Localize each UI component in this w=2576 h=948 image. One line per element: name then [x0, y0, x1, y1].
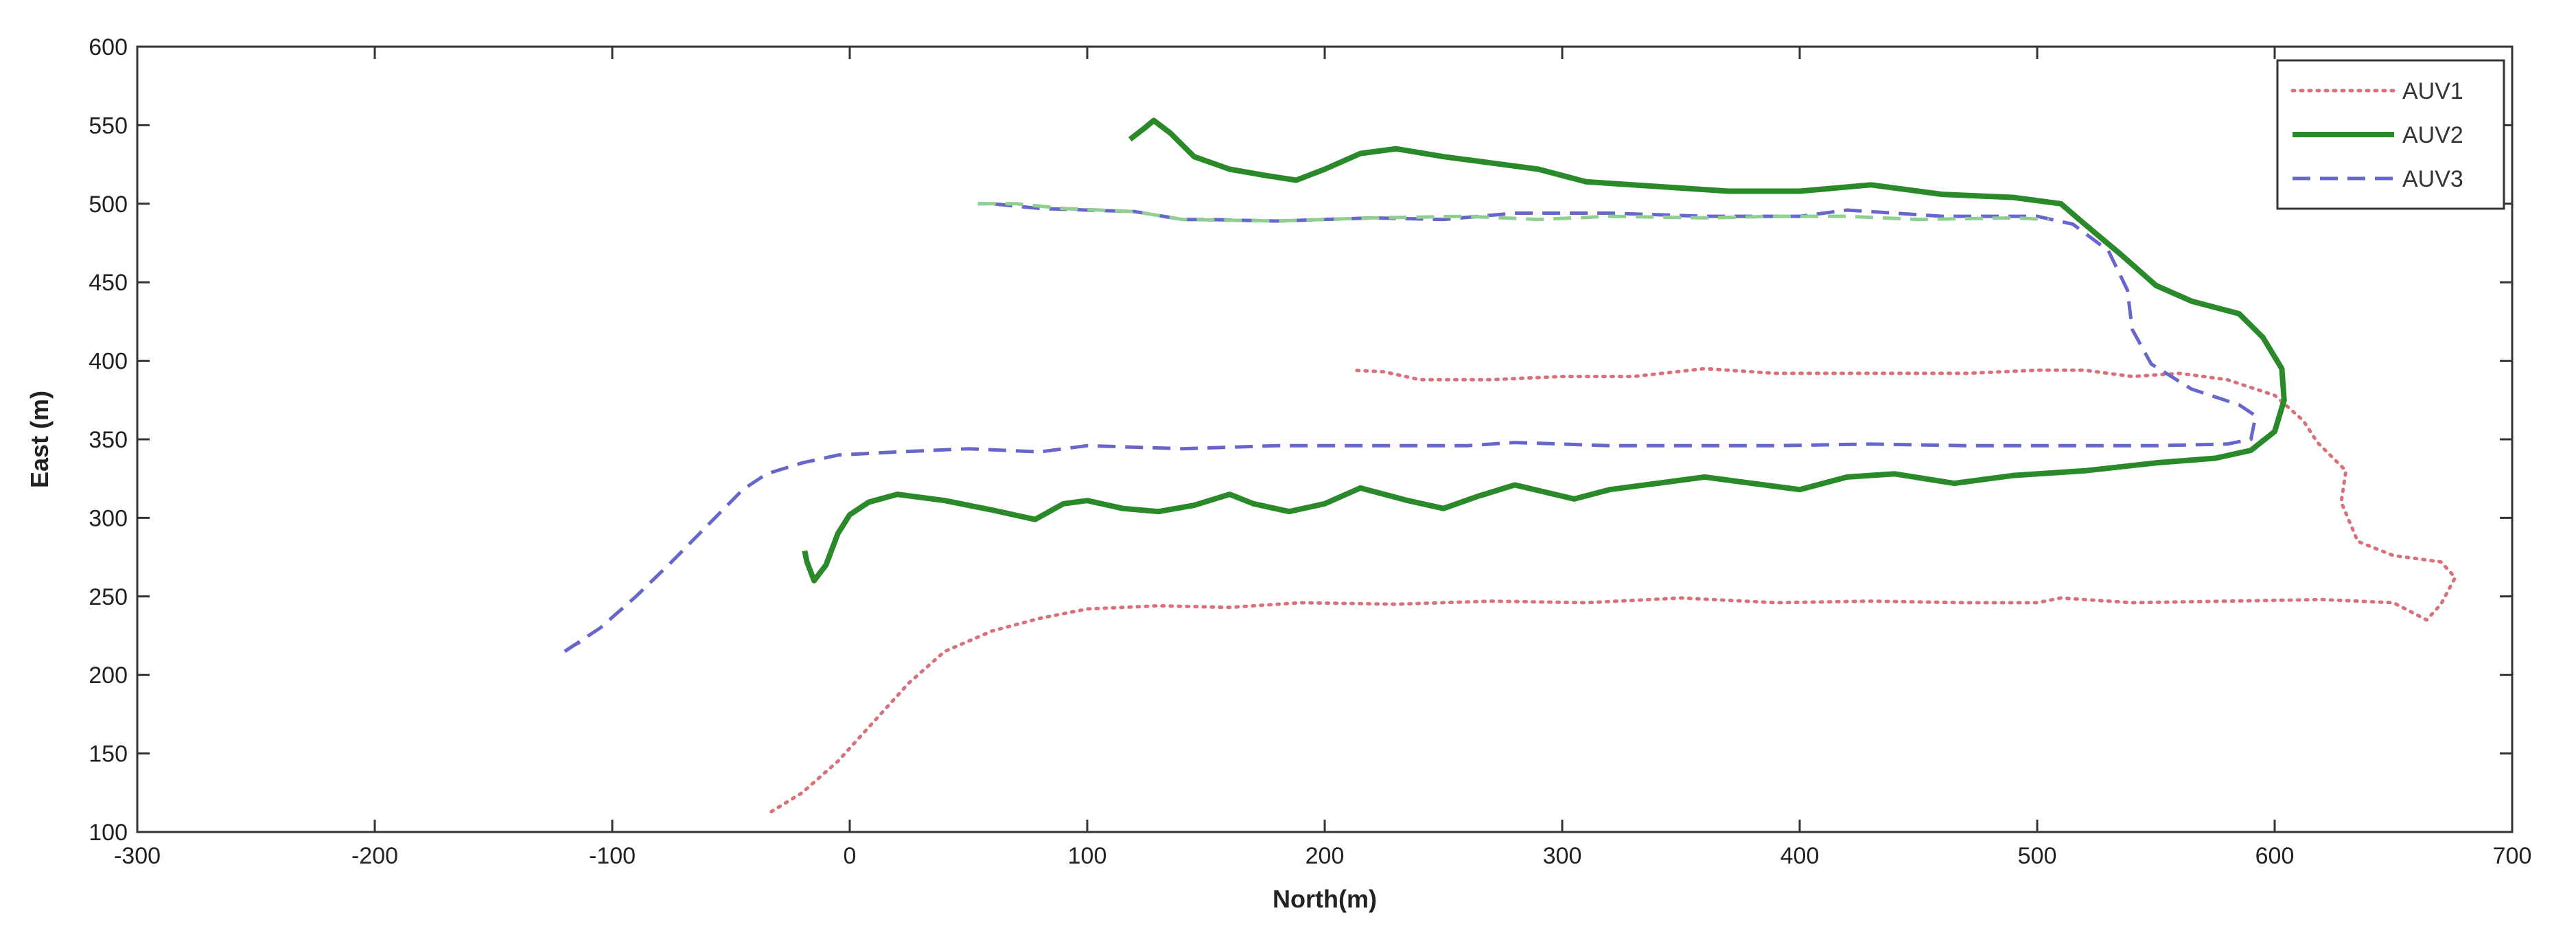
y-tick-label: 550 — [89, 113, 128, 139]
x-tick-label: -100 — [589, 843, 636, 869]
x-tick-label: 100 — [1068, 843, 1107, 869]
y-tick-label: 250 — [89, 584, 128, 610]
x-tick-label: 0 — [844, 843, 857, 869]
series-line-auv1 — [769, 367, 2457, 813]
y-tick-label: 600 — [89, 34, 128, 60]
x-tick-label: -200 — [351, 843, 398, 869]
y-tick-label: 400 — [89, 349, 128, 375]
x-tick-label: 700 — [2493, 843, 2532, 869]
y-tick-label: 500 — [89, 192, 128, 218]
x-tick-label: 500 — [2018, 843, 2057, 869]
series-line-3 — [977, 202, 2050, 223]
legend-label-auv1: AUV1 — [2402, 78, 2463, 104]
series-line-auv3 — [564, 202, 2258, 653]
x-tick-label: 300 — [1543, 843, 1582, 869]
y-tick-label: 150 — [89, 741, 128, 767]
y-tick-label: 100 — [89, 820, 128, 846]
x-tick-label: 400 — [1780, 843, 1820, 869]
series-lines — [564, 117, 2457, 813]
y-tick-label: 200 — [89, 662, 128, 689]
series-line-auv3 — [564, 638, 585, 653]
y-axis-label: East (m) — [25, 391, 54, 488]
x-axis-label: North(m) — [1273, 885, 1377, 913]
x-tick-label: 200 — [1306, 843, 1345, 869]
series-line-auv2 — [802, 117, 2287, 583]
plot-frame — [136, 45, 2514, 833]
y-tick-label: 450 — [89, 270, 128, 296]
legend: AUV1 AUV2 AUV3 — [2276, 59, 2505, 210]
y-tick-label: 350 — [89, 427, 128, 453]
x-tick-label: -300 — [114, 843, 161, 869]
legend-label-auv2: AUV2 — [2402, 122, 2463, 148]
y-tick-label: 300 — [89, 505, 128, 531]
legend-label-auv3: AUV3 — [2402, 166, 2463, 192]
x-tick-label: 600 — [2255, 843, 2295, 869]
axis-ticks: -300 -200 -100 0 100 200 300 400 500 600 700 100 150… — [89, 34, 2531, 869]
